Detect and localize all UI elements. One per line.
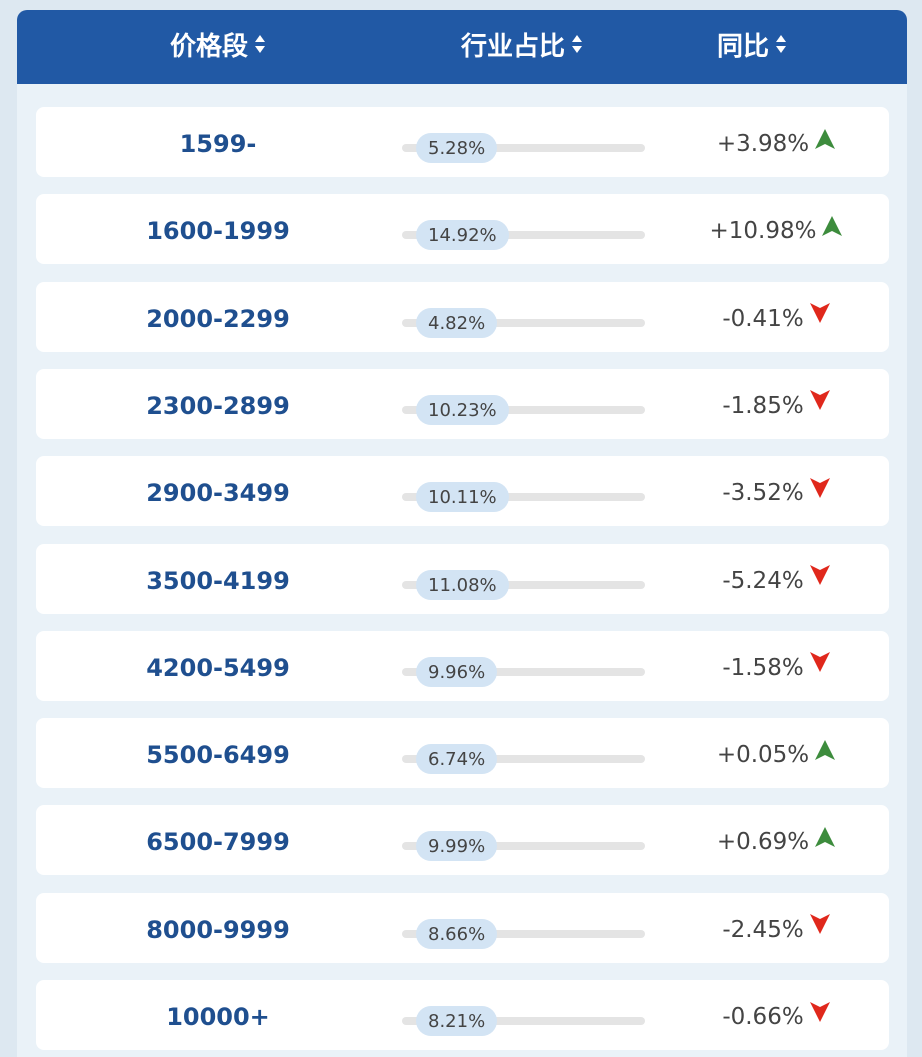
price-range: 10000+ xyxy=(166,1003,270,1031)
yoy-cell: -0.41% xyxy=(656,282,896,352)
share-track xyxy=(402,144,645,152)
share-label: 4.82% xyxy=(416,307,498,338)
share-track xyxy=(402,667,645,676)
table-row: 2300-2899 10.23% -1.85% xyxy=(36,368,889,439)
price-range: 1599- xyxy=(179,130,257,158)
share-track xyxy=(402,231,645,240)
down-arrow xyxy=(809,477,830,498)
yoy-change: +3.98% xyxy=(716,131,810,157)
yoy-cell: +0.05% xyxy=(656,718,896,788)
column-header[interactable]: 同比 xyxy=(652,10,852,84)
table-row: 4200-5499 9.96% -1.58% xyxy=(36,630,889,701)
yoy-change: -1.58% xyxy=(722,654,804,681)
yoy-cell: +3.98% xyxy=(656,107,896,177)
yoy-change: +0.69% xyxy=(716,829,810,856)
yoy-change: -0.41% xyxy=(722,305,804,332)
sort-icon xyxy=(255,34,265,53)
price-range: 5500-6499 xyxy=(146,741,290,770)
price-range: 8000-9999 xyxy=(146,915,290,944)
table-row: 8000-9999 8.66% -2.45% xyxy=(36,892,889,963)
yoy-cell: -0.66% xyxy=(656,980,896,1050)
yoy-change: -0.66% xyxy=(722,1004,804,1030)
share-label: 8.66% xyxy=(416,918,498,949)
column-header[interactable]: 行业占比 xyxy=(392,10,652,84)
yoy-cell: +0.69% xyxy=(656,805,896,875)
yoy-change: +0.05% xyxy=(716,742,810,769)
column-title: 同比 xyxy=(716,32,769,62)
share-label: 14.92% xyxy=(416,220,509,251)
down-arrow xyxy=(809,652,830,673)
sort-icon xyxy=(572,34,582,53)
yoy-change: +10.98% xyxy=(709,218,817,245)
column-header[interactable]: 价格段 xyxy=(118,10,318,84)
up-arrow xyxy=(815,128,836,149)
share-track xyxy=(402,1017,645,1025)
column-title: 价格段 xyxy=(169,32,248,62)
yoy-cell: -1.58% xyxy=(656,631,896,701)
share-track xyxy=(402,929,645,938)
share-label: 10.11% xyxy=(416,482,509,513)
yoy-cell: -1.85% xyxy=(656,369,896,439)
share-track xyxy=(402,493,645,502)
yoy-change: -1.85% xyxy=(722,392,804,419)
table-row: 10000+ 8.21% -0.66% xyxy=(36,980,889,1050)
share-label: 9.96% xyxy=(416,656,498,687)
share-label: 9.99% xyxy=(416,831,498,862)
price-range: 1600-1999 xyxy=(146,217,290,246)
down-arrow xyxy=(809,303,830,324)
price-range: 2300-2899 xyxy=(146,391,290,420)
table-row: 5500-6499 6.74% +0.05% xyxy=(36,718,889,789)
up-arrow xyxy=(815,739,836,760)
down-arrow xyxy=(809,914,830,935)
table-row: 6500-7999 9.99% +0.69% xyxy=(36,805,889,876)
sort-icon xyxy=(776,34,786,53)
table-row: 3500-4199 11.08% -5.24% xyxy=(36,543,889,614)
up-arrow xyxy=(822,215,843,236)
yoy-change: -5.24% xyxy=(722,567,804,594)
share-track xyxy=(402,755,645,764)
price-range: 2900-3499 xyxy=(146,479,290,508)
down-arrow xyxy=(809,565,830,585)
yoy-cell: -5.24% xyxy=(656,544,896,614)
yoy-cell: +10.98% xyxy=(656,194,896,264)
share-label: 5.28% xyxy=(416,133,498,163)
share-label: 11.08% xyxy=(416,569,509,600)
yoy-change: -3.52% xyxy=(722,480,804,507)
table-header: 价格段 行业占比 同比 xyxy=(17,10,907,84)
column-title: 行业占比 xyxy=(460,32,565,62)
price-range: 2000-2299 xyxy=(146,304,290,333)
table-row: 2000-2299 4.82% -0.41% xyxy=(36,281,889,352)
table-row: 2900-3499 10.11% -3.52% xyxy=(36,456,889,527)
price-range: 4200-5499 xyxy=(146,653,290,682)
table-row: 1600-1999 14.92% +10.98% xyxy=(36,194,889,265)
share-label: 8.21% xyxy=(416,1006,498,1036)
yoy-change: -2.45% xyxy=(722,916,804,943)
share-track xyxy=(402,405,645,414)
yoy-cell: -3.52% xyxy=(656,456,896,526)
table-row: 1599- 5.28% +3.98% xyxy=(36,107,889,177)
share-track xyxy=(402,842,645,851)
price-range: 6500-7999 xyxy=(146,828,290,857)
up-arrow xyxy=(815,826,836,847)
price-range: 3500-4199 xyxy=(146,566,290,595)
table-panel: 价格段 行业占比 同比 1599- 5.28% +3.98% 1600-1999 14.92… xyxy=(17,10,907,1057)
down-arrow xyxy=(809,390,830,411)
yoy-cell: -2.45% xyxy=(656,893,896,963)
share-label: 6.74% xyxy=(416,744,498,775)
share-label: 10.23% xyxy=(416,394,509,425)
share-track xyxy=(402,318,645,327)
down-arrow xyxy=(809,1001,830,1022)
share-track xyxy=(402,580,645,589)
